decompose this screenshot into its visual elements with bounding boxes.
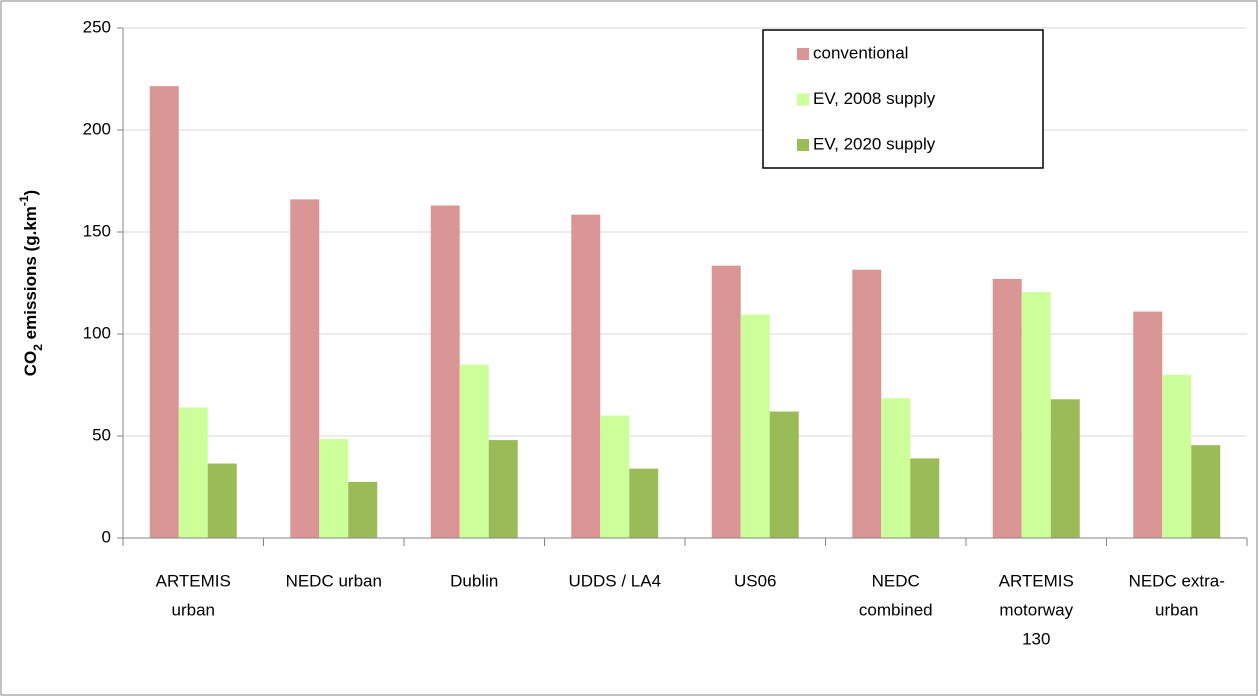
x-tick-label: NEDC urban xyxy=(286,571,382,590)
bar xyxy=(1021,292,1051,538)
legend-label: EV, 2008 supply xyxy=(813,89,936,108)
bar xyxy=(600,415,630,538)
bar xyxy=(571,214,601,538)
y-tick-label: 100 xyxy=(83,323,111,342)
bar xyxy=(290,199,320,539)
bar xyxy=(430,205,460,539)
bar xyxy=(1133,311,1163,538)
x-tick-label: NEDC extra- xyxy=(1129,571,1225,590)
bar xyxy=(1050,399,1080,538)
y-axis-label-part: ) xyxy=(21,190,40,196)
bar xyxy=(629,468,659,538)
legend-swatch xyxy=(797,139,809,151)
bar xyxy=(1162,374,1192,538)
x-tick-label: Dublin xyxy=(450,571,498,590)
legend-swatch xyxy=(797,93,809,106)
x-tick-label: urban xyxy=(1155,600,1198,619)
legend-label: EV, 2020 supply xyxy=(813,134,936,153)
bar xyxy=(319,439,349,538)
bar xyxy=(1191,445,1221,538)
y-tick-label: 200 xyxy=(83,119,111,138)
x-tick-label: ARTEMIS xyxy=(156,571,231,590)
y-axis-label-part: CO xyxy=(21,351,40,377)
bar xyxy=(149,86,179,538)
legend-label: conventional xyxy=(813,43,908,62)
bar xyxy=(711,265,741,538)
bar xyxy=(992,278,1022,538)
y-axis-label-part: emissions (g.km xyxy=(21,206,40,344)
y-tick-label: 150 xyxy=(83,221,111,240)
bar xyxy=(488,440,518,538)
bar xyxy=(348,481,378,538)
x-tick-label: UDDS / LA4 xyxy=(568,571,661,590)
bar xyxy=(459,364,489,538)
x-tick-label: ARTEMIS xyxy=(999,571,1074,590)
y-tick-label: 250 xyxy=(83,17,111,36)
y-tick-label: 0 xyxy=(102,527,111,546)
x-tick-label: combined xyxy=(859,600,933,619)
y-axis-label: CO2 emissions (g.km-1) xyxy=(17,190,45,376)
x-tick-label: US06 xyxy=(734,571,777,590)
legend-swatch xyxy=(797,48,809,60)
bar xyxy=(740,314,770,538)
bar xyxy=(881,398,911,538)
y-axis-label-part: 2 xyxy=(31,344,45,351)
bar xyxy=(207,463,237,538)
y-axis-label-part: -1 xyxy=(17,195,31,206)
bar xyxy=(769,411,799,538)
bar xyxy=(910,458,940,538)
x-tick-label: NEDC xyxy=(872,571,920,590)
y-tick-label: 50 xyxy=(92,425,111,444)
x-tick-label: motorway xyxy=(999,600,1073,619)
bar xyxy=(852,269,882,538)
x-tick-label: 130 xyxy=(1022,629,1050,648)
legend-box xyxy=(762,29,1044,169)
x-tick-label: urban xyxy=(172,600,215,619)
bar xyxy=(178,407,208,538)
